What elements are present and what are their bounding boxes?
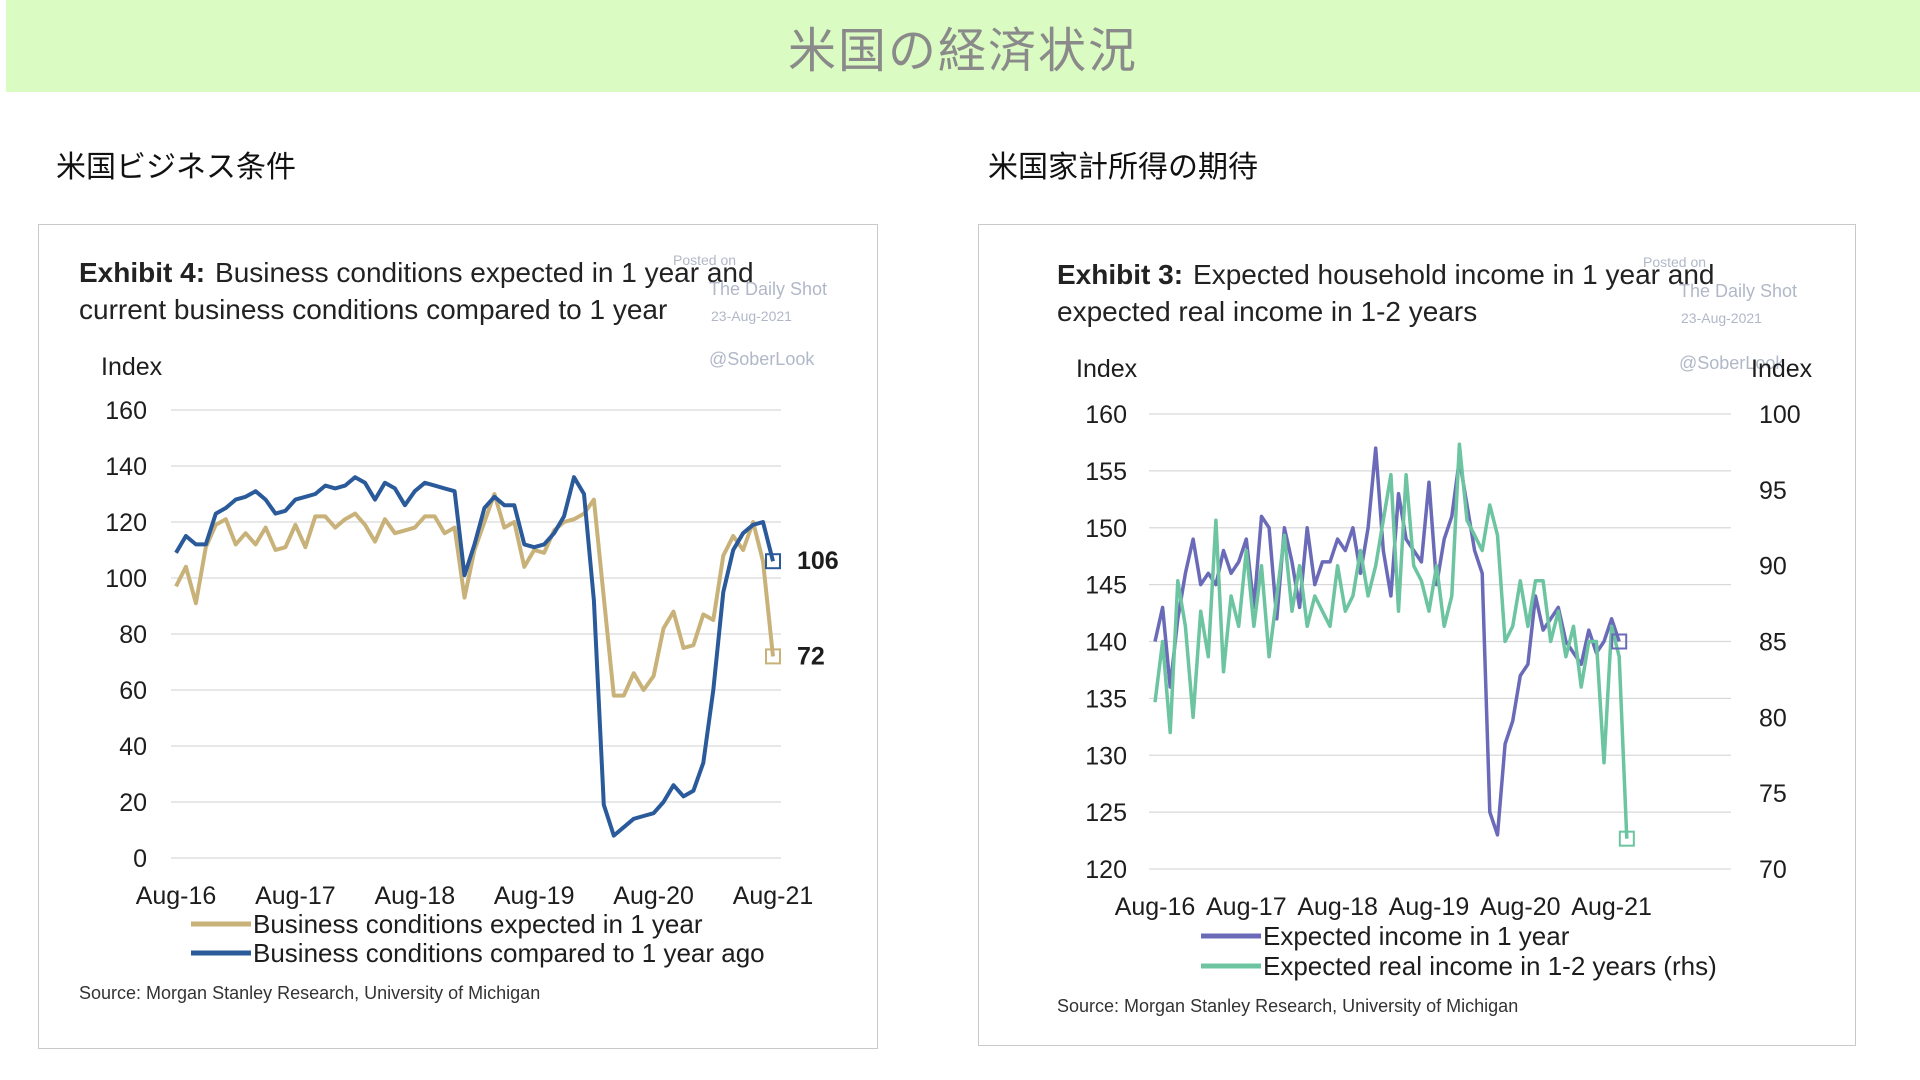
left-section-heading: 米国ビジネス条件: [56, 150, 296, 185]
x-tick-label: Aug-16: [1115, 893, 1196, 921]
watermark-posted: Posted on: [1643, 254, 1706, 270]
exhibit-title-text: Business conditions expected in 1 year a…: [215, 257, 754, 288]
legend-compared: Business conditions compared to 1 year a…: [253, 938, 765, 968]
y-tick-label: 145: [1085, 572, 1127, 600]
y-tick-label-right: 90: [1759, 553, 1787, 581]
legend-income: Expected income in 1 year: [1263, 921, 1570, 951]
y-tick-label: 40: [119, 733, 147, 761]
watermark-site: The Daily Shot: [1679, 281, 1797, 301]
end-marker-1: [765, 648, 781, 665]
exhibit-title-line1: Exhibit 3: Expected household income in 1…: [1057, 259, 1714, 290]
watermark-handle: @SoberLook: [709, 349, 815, 369]
series-lines: [174, 475, 775, 838]
x-tick-label: Aug-20: [613, 882, 694, 910]
x-tick-label: Aug-19: [494, 882, 575, 910]
y-tick-label: 160: [105, 397, 147, 425]
exhibit-title-line1: Exhibit 4: Business conditions expected i…: [79, 257, 754, 288]
y-tick-label: 130: [1085, 742, 1127, 770]
x-tick-labels: Aug-16 Aug-17 Aug-18 Aug-19 Aug-20 Aug-21: [136, 882, 814, 910]
y-tick-labels: 0 20 40 60 80 100 120 140 160: [105, 397, 147, 873]
series-lines: [1153, 442, 1629, 839]
household-income-panel: Exhibit 3: Expected household income in 1…: [978, 224, 1856, 1046]
business-conditions-chart: Exhibit 4: Business conditions expected i…: [79, 252, 839, 1003]
legend-expected: Business conditions expected in 1 year: [253, 909, 703, 939]
watermark-handle: @SoberLook: [1679, 353, 1785, 373]
y-axis-label-left: Index: [1076, 355, 1138, 383]
y-tick-labels-left: 120 125 130 135 140 145 150 155 160: [1085, 401, 1127, 884]
y-tick-label: 80: [119, 621, 147, 649]
y-tick-label: 120: [105, 509, 147, 537]
y-tick-label: 140: [105, 453, 147, 481]
x-tick-label: Aug-18: [1297, 893, 1378, 921]
x-tick-label: Aug-20: [1480, 893, 1561, 921]
end-marker-1: [1611, 633, 1628, 650]
page-title: 米国の経済状況: [787, 23, 1138, 79]
y-tick-label: 155: [1085, 458, 1127, 486]
x-tick-labels: Aug-16 Aug-17 Aug-18 Aug-19 Aug-20 Aug-21: [1115, 893, 1652, 921]
series-line-2: [1153, 442, 1629, 839]
y-tick-label: 140: [1085, 629, 1127, 657]
legend-real-income: Expected real income in 1-2 years (rhs): [1263, 951, 1717, 981]
watermark-posted: Posted on: [673, 252, 736, 268]
end-value-label-1: 72: [797, 642, 825, 670]
y-tick-label: 125: [1085, 799, 1127, 827]
watermark-date: 23-Aug-2021: [711, 308, 792, 324]
gridlines: [171, 409, 781, 859]
watermark-date: 23-Aug-2021: [1681, 310, 1762, 326]
household-income-chart: Exhibit 3: Expected household income in 1…: [1057, 254, 1813, 1016]
x-tick-label: Aug-16: [136, 882, 217, 910]
y-axis-label-right: Index: [1751, 355, 1813, 383]
y-tick-label: 100: [105, 565, 147, 593]
y-tick-label-right: 85: [1759, 629, 1787, 657]
y-tick-label: 135: [1085, 685, 1127, 713]
x-tick-label: Aug-21: [733, 882, 814, 910]
y-tick-label: 20: [119, 789, 147, 817]
series-end-markers: [1611, 633, 1635, 847]
y-axis-label: Index: [101, 353, 163, 381]
y-tick-label: 0: [133, 845, 147, 873]
y-tick-labels-right: 70 75 80 85 90 95 100: [1759, 401, 1801, 884]
y-tick-label-right: 95: [1759, 477, 1787, 505]
y-tick-label: 60: [119, 677, 147, 705]
exhibit-title-line2: expected real income in 1-2 years: [1057, 296, 1477, 327]
y-tick-label-right: 80: [1759, 704, 1787, 732]
watermark-site: The Daily Shot: [709, 279, 827, 299]
end-value-label-2: 106: [797, 547, 839, 575]
series-line-1: [1153, 446, 1621, 837]
source-note: Source: Morgan Stanley Research, Univers…: [79, 983, 540, 1003]
right-section-heading: 米国家計所得の期待: [988, 150, 1258, 185]
y-tick-label-right: 75: [1759, 780, 1787, 808]
y-tick-label-right: 100: [1759, 401, 1801, 429]
source-note: Source: Morgan Stanley Research, Univers…: [1057, 996, 1518, 1016]
exhibit-title-text: Expected household income in 1 year and: [1193, 259, 1714, 290]
exhibit-title-line2: current business conditions compared to …: [79, 294, 667, 325]
exhibit-label: Exhibit 4:: [79, 257, 205, 288]
x-tick-label: Aug-18: [374, 882, 455, 910]
series-line-2: [174, 475, 775, 838]
x-tick-label: Aug-17: [255, 882, 336, 910]
end-marker-2: [765, 553, 781, 570]
y-tick-label: 160: [1085, 401, 1127, 429]
end-marker-2: [1618, 830, 1635, 847]
gridlines: [1149, 413, 1731, 870]
x-tick-label: Aug-19: [1389, 893, 1470, 921]
y-tick-label: 150: [1085, 515, 1127, 543]
x-tick-label: Aug-21: [1571, 893, 1652, 921]
exhibit-label: Exhibit 3:: [1057, 259, 1183, 290]
series-line-1: [174, 492, 775, 698]
business-conditions-panel: Exhibit 4: Business conditions expected i…: [38, 224, 878, 1049]
x-tick-label: Aug-17: [1206, 893, 1287, 921]
page-banner: 米国の経済状況: [6, 0, 1920, 92]
y-tick-label-right: 70: [1759, 856, 1787, 884]
y-tick-label: 120: [1085, 856, 1127, 884]
series-end-markers: 72 106: [765, 547, 839, 670]
